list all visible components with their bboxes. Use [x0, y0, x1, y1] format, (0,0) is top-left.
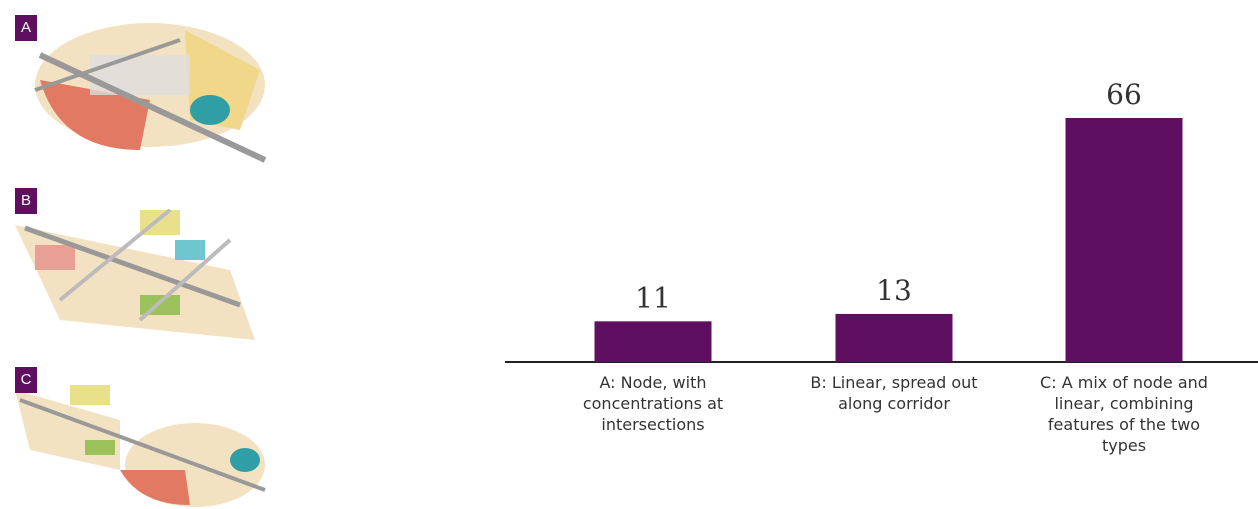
panel-badge: C — [15, 367, 37, 393]
value-label: 13 — [876, 274, 912, 307]
category-label: A: Node, with concentrations at intersec… — [582, 373, 724, 434]
bar — [1065, 118, 1183, 362]
panel-b-art — [15, 208, 255, 340]
category-label: C: A mix of node and linear, combining f… — [1040, 373, 1208, 455]
illustrations — [15, 23, 267, 507]
panel-badge: A — [15, 15, 37, 41]
bar — [594, 321, 712, 362]
value-label: 11 — [635, 281, 671, 314]
bar — [835, 313, 953, 362]
value-label: 66 — [1106, 78, 1142, 111]
panel-c-art — [15, 385, 266, 507]
category-label: B: Linear, spread out along corridor — [810, 373, 978, 413]
panel-a-art — [34, 23, 267, 163]
panel-badge: B — [15, 188, 37, 214]
